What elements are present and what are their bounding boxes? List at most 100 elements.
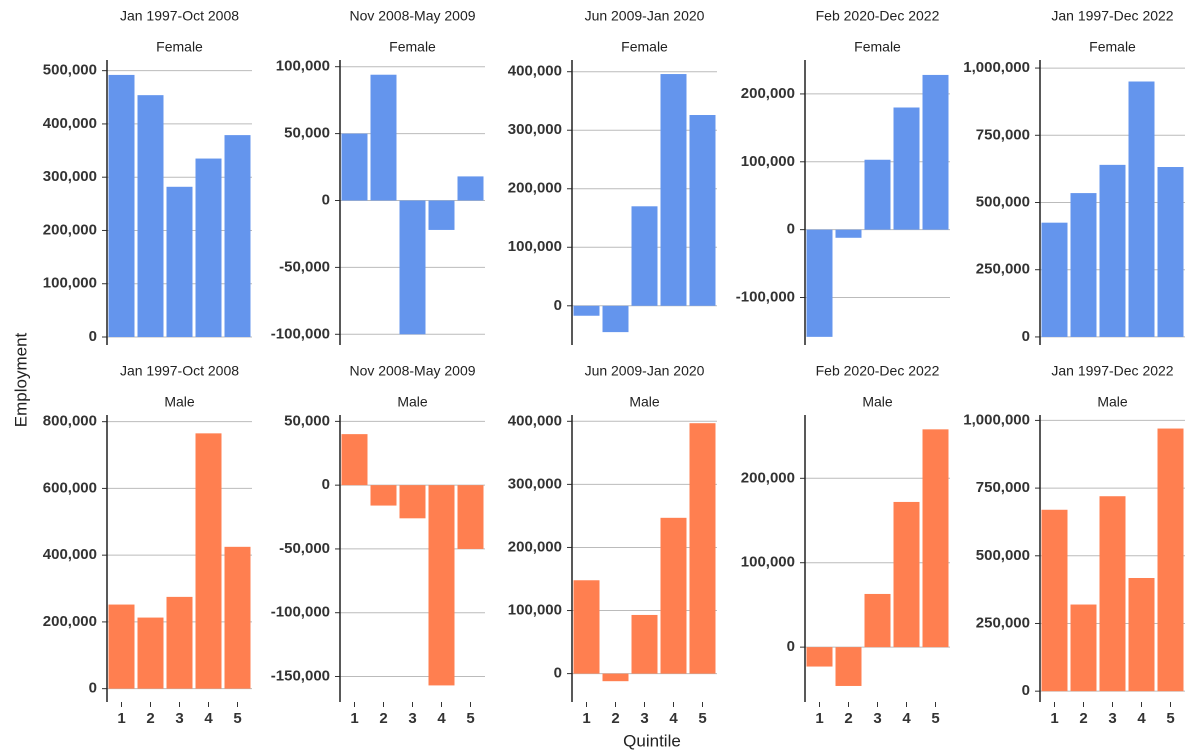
bar (457, 485, 484, 549)
y-tick-label: 100,000 (43, 275, 97, 292)
panel-title: Nov 2008-May 2009 (349, 363, 475, 379)
bar (806, 647, 833, 667)
bar (660, 517, 687, 674)
x-tick-label: 4 (902, 710, 911, 727)
panel-subtitle: Female (389, 39, 436, 55)
x-tick-label: 3 (408, 710, 416, 727)
bar (370, 485, 397, 506)
x-tick-label: 1 (582, 710, 590, 727)
y-tick-label: 0 (89, 680, 97, 697)
bar (1041, 222, 1068, 337)
panel-subtitle: Female (621, 39, 668, 55)
y-tick-label: 200,000 (43, 613, 97, 630)
bar (224, 546, 251, 689)
y-tick-label: 50,000 (284, 125, 330, 142)
bar (573, 580, 600, 674)
bar (108, 604, 135, 689)
y-tick-label: 200,000 (508, 180, 562, 197)
x-tick-label: 4 (437, 710, 446, 727)
x-tick-label: 2 (146, 710, 154, 727)
x-axis-label: Quintile (623, 731, 681, 750)
x-tick-label: 1 (1050, 710, 1058, 727)
bar (864, 593, 891, 648)
y-tick-label: 300,000 (508, 475, 562, 492)
panel-subtitle: Male (862, 394, 893, 410)
y-tick-label: -100,000 (271, 325, 330, 342)
panel-subtitle: Male (164, 394, 195, 410)
bar (1099, 496, 1126, 692)
bar (602, 673, 629, 682)
bar (224, 135, 251, 338)
y-tick-label: 200,000 (741, 469, 795, 486)
y-tick-label: 300,000 (43, 168, 97, 185)
panel-title: Jan 1997-Oct 2008 (120, 363, 239, 379)
x-tick-label: 2 (1079, 710, 1087, 727)
y-tick-label: 0 (787, 221, 795, 238)
bar (166, 596, 193, 689)
panel-subtitle: Female (1089, 39, 1136, 55)
bar (1157, 428, 1184, 692)
y-tick-label: 400,000 (508, 63, 562, 80)
x-tick-label: 1 (350, 710, 358, 727)
x-tick-label: 3 (873, 710, 881, 727)
y-tick-label: 250,000 (976, 261, 1030, 278)
x-tick-label: 5 (931, 710, 939, 727)
x-tick-label: 5 (1166, 710, 1174, 727)
x-tick-label: 2 (844, 710, 852, 727)
bar (341, 434, 368, 486)
x-tick-label: 4 (1137, 710, 1146, 727)
bar (428, 200, 455, 230)
panel-subtitle: Female (854, 39, 901, 55)
y-tick-label: 0 (89, 328, 97, 345)
panel-title: Jan 1997-Dec 2022 (1051, 8, 1173, 24)
x-tick-label: 1 (815, 710, 823, 727)
bar (1041, 509, 1068, 692)
bar (166, 186, 193, 338)
bar (631, 206, 658, 306)
x-tick-label: 2 (611, 710, 619, 727)
bar (399, 485, 426, 519)
panel-title: Jan 1997-Oct 2008 (120, 8, 239, 24)
y-tick-label: 200,000 (43, 221, 97, 238)
y-tick-label: 750,000 (976, 479, 1030, 496)
y-tick-label: 400,000 (43, 115, 97, 132)
y-tick-label: 750,000 (976, 126, 1030, 143)
bar (399, 200, 426, 335)
bar (370, 74, 397, 201)
y-tick-label: 0 (554, 297, 562, 314)
y-tick-label: 500,000 (976, 193, 1030, 210)
panel-title: Nov 2008-May 2009 (349, 8, 475, 24)
bar (137, 617, 164, 689)
y-tick-label: 400,000 (508, 412, 562, 429)
panel-title: Jan 1997-Dec 2022 (1051, 363, 1173, 379)
x-tick-label: 2 (379, 710, 387, 727)
x-tick-label: 4 (669, 710, 678, 727)
bar (922, 74, 949, 230)
x-tick-label: 5 (233, 710, 241, 727)
bar (893, 501, 920, 648)
y-tick-label: -50,000 (279, 540, 330, 557)
bar (922, 429, 949, 648)
panel-title: Feb 2020-Dec 2022 (816, 8, 940, 24)
bar (1128, 81, 1155, 337)
y-tick-label: 0 (554, 665, 562, 682)
panel-title: Jun 2009-Jan 2020 (585, 8, 705, 24)
y-tick-label: 1,000,000 (963, 59, 1030, 76)
y-tick-label: -50,000 (279, 258, 330, 275)
y-tick-label: 50,000 (284, 412, 330, 429)
bar (689, 115, 716, 306)
bar (1128, 577, 1155, 692)
bar (660, 74, 687, 306)
y-tick-label: 600,000 (43, 479, 97, 496)
bar (631, 614, 658, 674)
y-tick-label: 0 (787, 638, 795, 655)
y-tick-label: 500,000 (43, 62, 97, 79)
bar (1070, 193, 1097, 337)
panel-subtitle: Male (629, 394, 660, 410)
y-tick-label: 0 (1022, 682, 1030, 699)
y-tick-label: 250,000 (976, 614, 1030, 631)
x-tick-label: 4 (204, 710, 213, 727)
y-tick-label: 300,000 (508, 121, 562, 138)
y-tick-label: 800,000 (43, 413, 97, 430)
